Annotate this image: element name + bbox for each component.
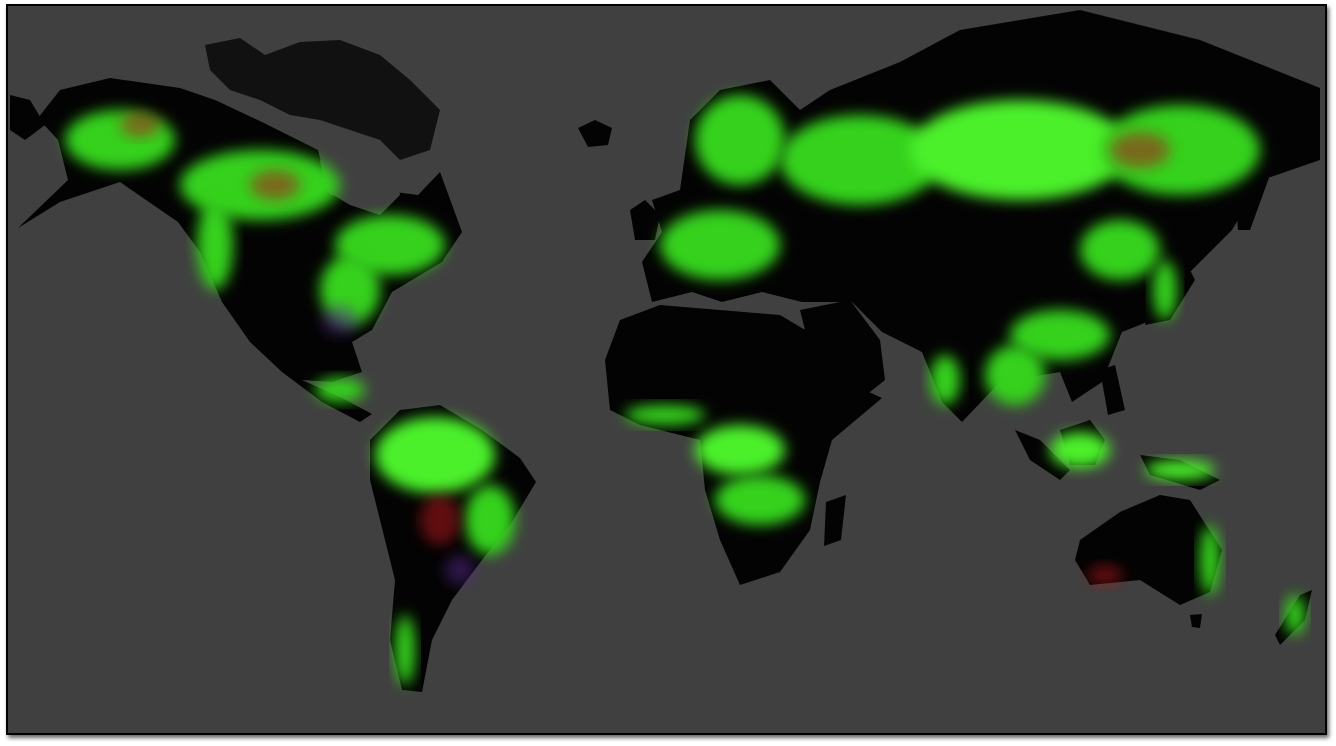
gain-southern-brazil: [445, 555, 475, 585]
forest-west-africa: [625, 405, 705, 425]
forest-alaska: [65, 110, 175, 170]
loss-australia: [1087, 565, 1123, 585]
forest-japan: [1153, 260, 1177, 320]
gain-southeast-us: [322, 305, 358, 335]
forest-indonesia: [1050, 432, 1110, 468]
forest-scandinavia: [695, 95, 785, 185]
forest-central-america: [315, 378, 365, 402]
forest-india-ghats: [930, 355, 960, 405]
forest-atlantic: [465, 485, 515, 555]
forest-new-guinea: [1145, 460, 1215, 480]
philippines: [1100, 365, 1125, 415]
forest-manchuria: [1080, 220, 1160, 280]
iceland: [578, 120, 612, 147]
forest-amazon: [375, 417, 495, 493]
loss-canada: [250, 170, 300, 200]
sakhalin-kamchatka: [1235, 160, 1270, 230]
forest-new-zealand: [1285, 595, 1305, 635]
loss-alaska: [120, 113, 160, 137]
indonesia-west: [1015, 430, 1070, 480]
forest-far-east: [1100, 105, 1260, 195]
forest-southern-andes: [395, 615, 415, 685]
forest-congo: [695, 425, 785, 475]
forest-southeast-asia: [985, 345, 1045, 405]
british-isles: [630, 200, 660, 240]
map-layer: [10, 10, 1320, 692]
greenland-edge: [10, 95, 45, 140]
forest-siberia: [910, 100, 1130, 200]
forest-east-australia: [1200, 525, 1220, 595]
arctic-archipelago: [205, 38, 440, 160]
forest-russia-west: [780, 115, 940, 205]
loss-siberia: [1110, 132, 1170, 168]
forest-europe: [660, 210, 780, 280]
forest-miombo: [715, 475, 805, 525]
forest-pacific-northwest: [197, 200, 233, 290]
arabia: [800, 300, 885, 400]
hudson-bay: [320, 150, 400, 215]
loss-amazon-arc: [420, 495, 460, 545]
forest-south-china: [1010, 310, 1110, 360]
madagascar: [824, 495, 846, 546]
tasmania: [1190, 614, 1202, 628]
